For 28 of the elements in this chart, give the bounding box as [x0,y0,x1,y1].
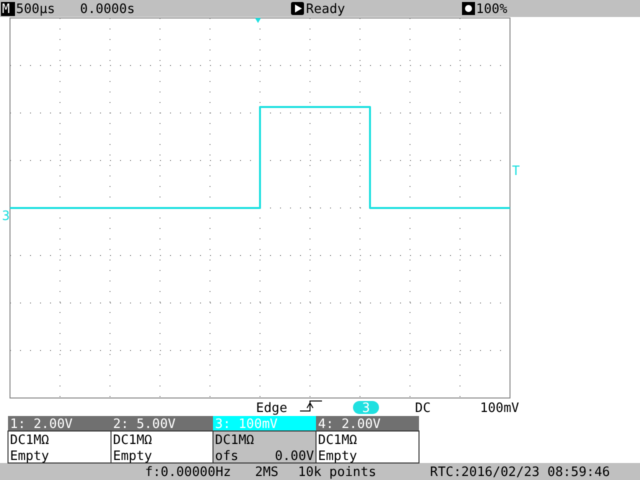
text: 100% [476,2,508,17]
text: Empty [113,449,152,464]
text: DC1MΩ [318,433,358,448]
text: 3: 100mV [215,417,278,432]
text: 2: 5.00V [113,417,176,432]
text: 3 [362,401,370,416]
text: Empty [318,449,358,464]
text: 0.0000s [80,2,135,17]
text: 4: 2.00V [318,417,381,432]
text: DC1MΩ [113,433,152,448]
text: 10k points [298,465,376,480]
text: RTC:2016/02/23 08:59:46 [430,465,610,480]
text: 500µs [16,2,56,17]
text: Ready [306,2,346,17]
text: ofs [215,449,238,464]
text: Empty [10,449,50,464]
text: DC1MΩ [10,433,50,448]
text: DC1MΩ [215,433,254,448]
text: f:0.00000Hz [145,465,232,480]
text: 0.00V [274,449,314,464]
text: 1: 2.00V [10,417,73,432]
text: M [2,2,10,17]
text: 2MS [255,465,278,480]
text: T [512,164,520,179]
text: Edge [256,401,288,416]
text: DC [415,401,431,416]
text: 3 [2,209,10,224]
text: 100mV [480,401,520,416]
